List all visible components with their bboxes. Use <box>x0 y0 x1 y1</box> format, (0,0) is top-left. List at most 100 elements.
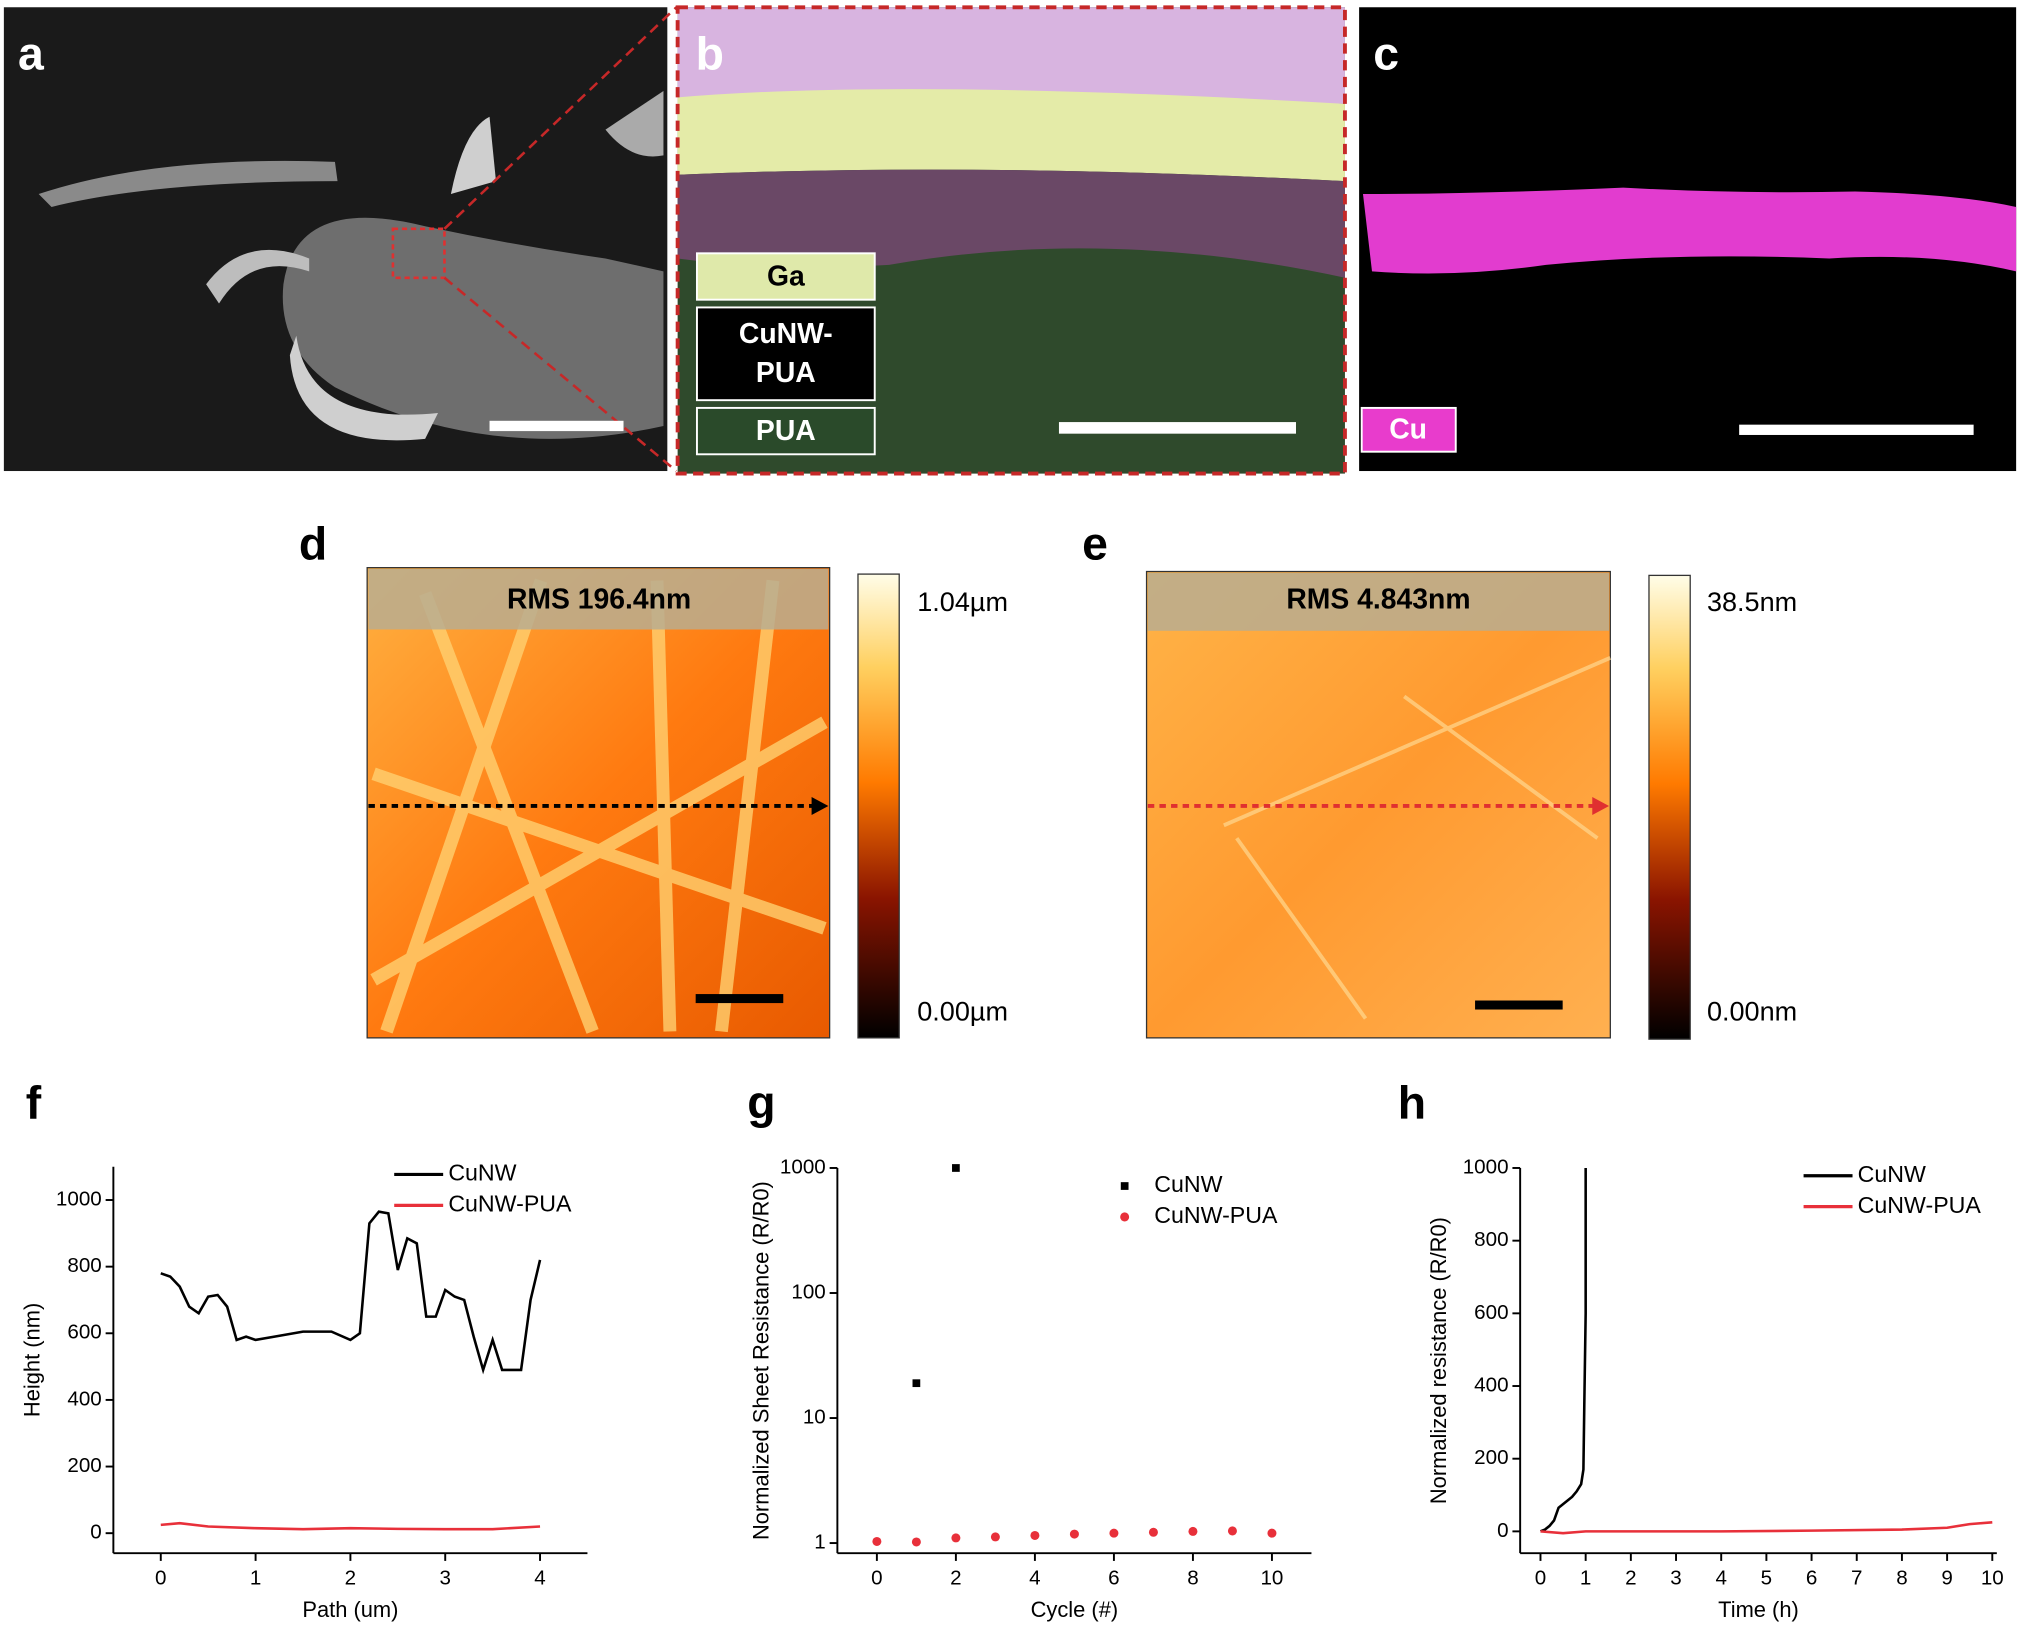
scale-bar <box>1058 422 1296 434</box>
y-tick-label: 200 <box>1474 1446 1508 1469</box>
y-tick-label: 100 <box>791 1280 825 1303</box>
sem-feature <box>605 90 664 157</box>
x-tick-label: 3 <box>439 1566 450 1589</box>
point <box>1030 1530 1040 1540</box>
x-tick-label: 5 <box>1761 1566 1772 1589</box>
x-tick-label: 0 <box>1535 1566 1546 1589</box>
y-tick-label: 1 <box>814 1530 825 1553</box>
line-series <box>1540 1167 1587 1533</box>
scale-bar <box>1739 424 1974 435</box>
colorbar-max: 1.04µm <box>917 587 1008 617</box>
zoom-line <box>443 6 678 230</box>
point <box>1148 1527 1158 1537</box>
x-tick-label: 2 <box>1625 1566 1636 1589</box>
rms-label: RMS 196.4nm <box>507 584 691 616</box>
legend-label: CuNW <box>1858 1161 1926 1187</box>
point <box>951 1533 961 1543</box>
y-tick-label: 1000 <box>56 1187 102 1210</box>
y-tick-label: 0 <box>90 1521 101 1544</box>
point <box>1267 1528 1277 1538</box>
colorbar-min: 0.00nm <box>1707 997 1797 1027</box>
x-tick-label: 6 <box>1806 1566 1817 1589</box>
rms-label: RMS 4.843nm <box>1286 584 1470 616</box>
sem-feature <box>38 160 338 207</box>
layer-ga <box>677 89 1345 182</box>
surface-features <box>1223 656 1612 1020</box>
afm-image <box>1145 570 1611 1039</box>
x-axis-title: Path (um) <box>302 1597 398 1622</box>
colorbar <box>857 573 900 1039</box>
legend-swatch <box>1120 1182 1129 1190</box>
point <box>1069 1529 1079 1539</box>
line-series <box>160 1210 542 1375</box>
layer-cunw-pua <box>677 169 1345 278</box>
layer-label: CuNW- <box>739 318 833 350</box>
scale-bar <box>489 420 624 432</box>
y-axis-title: Height (nm) <box>19 1303 44 1417</box>
panel-label: c <box>1373 28 1399 80</box>
panel-a: a <box>3 6 678 473</box>
chart: h 0 200 400 600 800 1000 0 1 2 3 4 5 6 7 8 9 10 Time (h) No… <box>1398 1076 2004 1622</box>
sem-feature <box>289 335 439 441</box>
y-axis-title: Normalized Sheet Resistance (R/R0) <box>748 1181 773 1540</box>
chart: f 0 200 400 600 800 1000 0 1 2 3 4 Path (um) Height (… <box>19 1076 588 1622</box>
legend-box <box>1360 406 1457 453</box>
y-tick-label: 400 <box>1474 1373 1508 1396</box>
x-tick-label: 1 <box>250 1566 261 1589</box>
x-tick-label: 4 <box>534 1566 545 1589</box>
legend-box <box>695 406 876 456</box>
x-tick-label: 10 <box>1260 1566 1283 1589</box>
x-tick-label: 8 <box>1896 1566 1907 1589</box>
sem-feature <box>450 116 496 195</box>
colorbar <box>1648 574 1691 1040</box>
point <box>1188 1526 1198 1536</box>
y-axis-title: Normalized resistance (R/R0) <box>1426 1217 1451 1504</box>
zoom-box <box>391 227 446 280</box>
legend-box <box>695 252 876 301</box>
banner <box>1147 572 1610 631</box>
panel-label: a <box>18 28 45 80</box>
legend-label: CuNW-PUA <box>448 1190 572 1216</box>
arrow-head <box>811 796 829 815</box>
x-tick-label: 0 <box>871 1566 882 1589</box>
y-tick-label: 400 <box>67 1387 101 1410</box>
legend-swatch <box>1120 1212 1130 1222</box>
x-tick-label: 6 <box>1108 1566 1119 1589</box>
colorbar-min: 0.00µm <box>917 997 1008 1027</box>
panel-d: RMS 196.4nm 1.04µm 0.00µm d <box>299 517 1008 1039</box>
x-tick-label: 3 <box>1670 1566 1681 1589</box>
y-tick-label: 600 <box>67 1321 101 1344</box>
x-tick-label: 1 <box>1580 1566 1591 1589</box>
sem-feature <box>206 249 310 304</box>
x-tick-label: 2 <box>345 1566 356 1589</box>
line-series <box>160 1521 541 1531</box>
x-tick-label: 2 <box>950 1566 961 1589</box>
y-tick-label: 1000 <box>780 1155 826 1178</box>
layer-label: PUA <box>756 357 816 389</box>
legend-label: CuNW-PUA <box>1858 1192 1982 1218</box>
x-tick-label: 4 <box>1715 1566 1726 1589</box>
point <box>1227 1526 1237 1536</box>
panel-label: b <box>696 28 724 80</box>
panel-label: f <box>26 1076 42 1128</box>
point <box>911 1537 921 1547</box>
legend-label: CuNW <box>1154 1171 1222 1197</box>
sem-feature <box>282 217 664 439</box>
zoom-frame <box>675 5 1347 476</box>
element-label: Cu <box>1389 414 1427 446</box>
x-tick-label: 8 <box>1187 1566 1198 1589</box>
x-tick-label: 7 <box>1851 1566 1862 1589</box>
x-axis-title: Cycle (#) <box>1031 1597 1119 1622</box>
y-tick-label: 200 <box>67 1454 101 1477</box>
point <box>912 1379 921 1388</box>
point <box>952 1164 960 1172</box>
panel-label: g <box>747 1076 775 1128</box>
panel-label: e <box>1082 517 1108 569</box>
y-tick-label: 600 <box>1474 1301 1508 1324</box>
y-tick-label: 10 <box>803 1405 826 1428</box>
legend-label: CuNW <box>448 1160 516 1186</box>
point <box>990 1532 1000 1542</box>
panel-b: Ga CuNW- PUA PUA b <box>675 5 1347 476</box>
